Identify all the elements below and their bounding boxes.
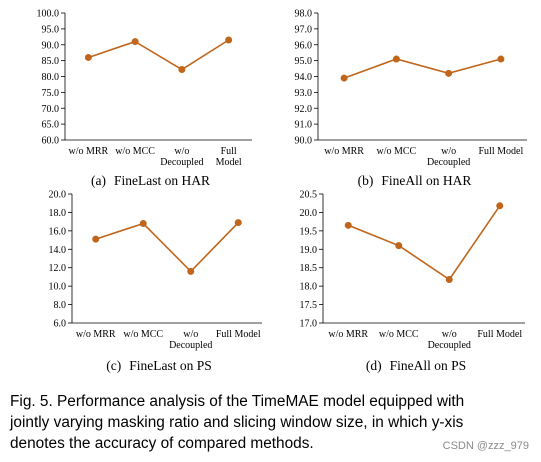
data-point bbox=[445, 276, 453, 284]
panel-caption: (d) FineAll on PS bbox=[366, 358, 466, 373]
series-line bbox=[88, 39, 230, 71]
x-tick-label: Decoupled bbox=[428, 340, 471, 351]
y-tick-label: 80.0 bbox=[42, 72, 60, 83]
panel-caption: (c) FineLast on PS bbox=[106, 358, 212, 373]
x-tick-label: w/o MCC bbox=[379, 329, 419, 340]
panel-title: FineLast on HAR bbox=[114, 173, 210, 188]
y-tick-label: 6.0 bbox=[54, 319, 67, 330]
y-tick-label: 14.0 bbox=[49, 245, 67, 256]
panel-title: FineAll on PS bbox=[390, 358, 467, 373]
data-point bbox=[392, 55, 400, 63]
y-tick-label: 60.0 bbox=[42, 136, 60, 147]
y-tick-label: 16.0 bbox=[49, 226, 67, 237]
data-point bbox=[139, 219, 147, 227]
panel-title: FineLast on PS bbox=[129, 358, 212, 373]
panel-label: (d) bbox=[366, 358, 382, 373]
chart-panel-4: 17.0 17.5 18.0 18.5 19.0 19.5 20.0 20.5 w/o MRR w… bbox=[300, 190, 525, 373]
y-tick-label: 94.0 bbox=[295, 72, 313, 83]
y-tick-label: 97.0 bbox=[295, 24, 313, 35]
y-tick-label: 20.0 bbox=[49, 190, 67, 201]
x-tick-label: w/o MRR bbox=[76, 329, 116, 340]
data-point bbox=[340, 74, 348, 82]
series-line bbox=[348, 205, 501, 281]
chart-panel-1: 60.0 65.0 70.0 75.0 80.0 85.0 90.0 95.0 100.0 w/o… bbox=[37, 9, 252, 188]
watermark: CSDN @zzz_979 bbox=[442, 440, 529, 452]
y-tick-label: 8.0 bbox=[54, 300, 67, 311]
y-tick-label: 92.0 bbox=[295, 104, 313, 115]
x-tick-label: Full Model bbox=[216, 329, 261, 340]
y-tick-label: 65.0 bbox=[42, 120, 60, 131]
data-point bbox=[234, 219, 242, 227]
y-tick-label: 19.0 bbox=[300, 245, 318, 256]
y-tick-label: 75.0 bbox=[42, 88, 60, 99]
figure-panels: 60.0 65.0 70.0 75.0 80.0 85.0 90.0 95.0 100.0 w/o… bbox=[37, 9, 527, 373]
y-tick-label: 17.5 bbox=[300, 300, 318, 311]
y-tick-label: 90.0 bbox=[42, 40, 60, 51]
y-tick-label: 85.0 bbox=[42, 56, 60, 67]
x-tick-label: w/o bbox=[442, 329, 457, 340]
x-tick-label: Decoupled bbox=[169, 340, 212, 351]
y-tick-label: 20.5 bbox=[300, 190, 318, 201]
x-tick-label: w/o bbox=[183, 329, 198, 340]
x-tick-label: w/o MRR bbox=[324, 146, 364, 157]
data-point bbox=[344, 221, 352, 229]
x-tick-label: Full bbox=[221, 146, 237, 157]
data-point bbox=[497, 55, 505, 63]
x-tick-label: w/o MCC bbox=[377, 146, 417, 157]
panel-caption: (a) FineLast on HAR bbox=[91, 173, 210, 188]
x-tick-label: w/o MRR bbox=[328, 329, 368, 340]
data-point bbox=[395, 242, 403, 250]
y-tick-label: 18.0 bbox=[49, 208, 67, 219]
panel-label: (c) bbox=[106, 358, 121, 373]
y-tick-label: 10.0 bbox=[49, 282, 67, 293]
y-tick-label: 95.0 bbox=[42, 24, 60, 35]
x-tick-label: w/o MCC bbox=[115, 146, 155, 157]
data-point bbox=[445, 69, 453, 77]
y-tick-label: 70.0 bbox=[42, 104, 60, 115]
data-point bbox=[178, 66, 186, 74]
y-tick-label: 19.5 bbox=[300, 226, 318, 237]
figure-caption: Fig. 5. Performance analysis of the Time… bbox=[10, 391, 536, 454]
series-line bbox=[95, 222, 239, 273]
x-tick-label: w/o MRR bbox=[69, 146, 109, 157]
x-tick-label: w/o bbox=[441, 146, 456, 157]
y-tick-label: 96.0 bbox=[295, 40, 313, 51]
panel-label: (b) bbox=[358, 173, 374, 188]
y-tick-label: 90.0 bbox=[295, 136, 313, 147]
x-tick-label: Full Model bbox=[477, 329, 522, 340]
data-point bbox=[131, 38, 139, 46]
y-tick-label: 12.0 bbox=[49, 263, 67, 274]
figure-caption-line-1: Fig. 5. Performance analysis of the Time… bbox=[10, 393, 465, 410]
figure-caption-line-2: jointly varying masking ratio and slicin… bbox=[10, 414, 464, 431]
data-point bbox=[225, 36, 233, 44]
x-tick-label: Decoupled bbox=[427, 157, 470, 168]
x-tick-label: w/o bbox=[174, 146, 189, 157]
panel-label: (a) bbox=[91, 173, 106, 188]
data-point bbox=[84, 53, 92, 61]
series-line bbox=[343, 58, 502, 79]
panel-title: FineAll on HAR bbox=[381, 173, 471, 188]
y-tick-label: 18.5 bbox=[300, 263, 318, 274]
y-tick-label: 98.0 bbox=[295, 9, 313, 20]
y-tick-label: 93.0 bbox=[295, 88, 313, 99]
x-tick-label: Model bbox=[216, 157, 242, 168]
y-tick-label: 18.0 bbox=[300, 282, 318, 293]
panel-caption: (b) FineAll on HAR bbox=[358, 173, 472, 188]
data-point bbox=[496, 202, 504, 210]
chart-panel-3: 6.0 8.0 10.0 12.0 14.0 16.0 18.0 20.0 w/o MRR w/o… bbox=[49, 190, 262, 373]
y-tick-label: 100.0 bbox=[37, 9, 60, 20]
x-tick-label: Decoupled bbox=[160, 157, 203, 168]
x-tick-label: w/o MCC bbox=[123, 329, 163, 340]
y-tick-label: 95.0 bbox=[295, 56, 313, 67]
y-tick-label: 91.0 bbox=[295, 120, 313, 131]
data-point bbox=[92, 235, 100, 243]
y-tick-label: 17.0 bbox=[300, 319, 318, 330]
chart-panel-2: 90.0 91.0 92.0 93.0 94.0 95.0 96.0 97.0 98.0 w/o … bbox=[295, 9, 527, 188]
figure-caption-line-3: denotes the accuracy of compared methods… bbox=[10, 435, 314, 452]
y-tick-label: 20.0 bbox=[300, 208, 318, 219]
data-point bbox=[187, 267, 195, 275]
x-tick-label: Full Model bbox=[479, 146, 524, 157]
